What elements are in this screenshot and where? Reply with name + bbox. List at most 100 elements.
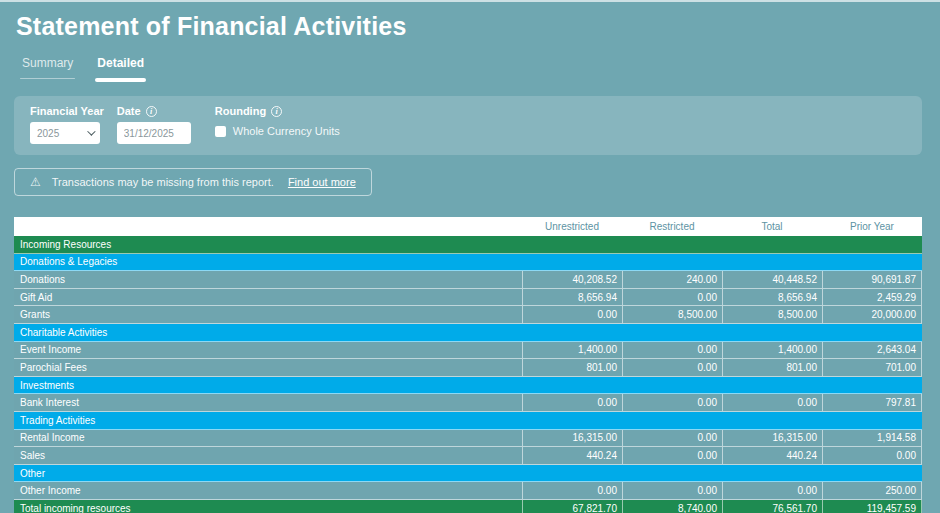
table-row: Charitable Activities [14, 324, 922, 342]
table-row: Other Income0.000.000.00250.00 [14, 482, 922, 500]
cell-value: 801.00 [722, 359, 822, 376]
column-header: Prior Year [822, 217, 922, 236]
tab-detailed-label: Detailed [95, 56, 146, 70]
report-tabs: Summary Detailed [20, 56, 940, 82]
table-row: Sales440.240.00440.240.00 [14, 447, 922, 465]
row-label: Trading Activities [14, 412, 922, 429]
cell-value: 797.81 [822, 394, 922, 411]
cell-value: 119,457.59 [822, 500, 922, 513]
row-label: Parochial Fees [14, 359, 522, 376]
info-icon[interactable]: i [146, 106, 157, 117]
cell-value: 1,400.00 [722, 342, 822, 359]
tab-summary-underline [20, 78, 75, 79]
row-label: Total incoming resources [14, 500, 522, 513]
financial-activities-table: UnrestrictedRestrictedTotalPrior Year In… [14, 217, 922, 513]
table-row: Rental Income16,315.000.0016,315.001,914… [14, 430, 922, 448]
warning-triangle-icon: ⚠︎ [30, 176, 41, 188]
find-out-more-link[interactable]: Find out more [288, 176, 356, 188]
rounding-group: Rounding i Whole Currency Units [215, 105, 340, 137]
table-row: Parochial Fees801.000.00801.00701.00 [14, 359, 922, 377]
table-row: Trading Activities [14, 412, 922, 430]
cell-value: 20,000.00 [822, 306, 922, 323]
table-row: Grants0.008,500.008,500.0020,000.00 [14, 306, 922, 324]
warning-text: Transactions may be missing from this re… [52, 176, 274, 188]
missing-transactions-warning: ⚠︎ Transactions may be missing from this… [14, 168, 372, 196]
column-header [14, 217, 522, 236]
table-row: Gift Aid8,656.940.008,656.942,459.29 [14, 289, 922, 307]
table-header-row: UnrestrictedRestrictedTotalPrior Year [14, 217, 922, 236]
cell-value: 440.24 [522, 447, 622, 464]
row-label: Sales [14, 447, 522, 464]
row-label: Other Income [14, 482, 522, 499]
table-row: Donations40,208.52240.0040,448.5290,691.… [14, 271, 922, 289]
row-label: Donations & Legacies [14, 254, 922, 271]
cell-value: 0.00 [622, 289, 722, 306]
cell-value: 250.00 [822, 482, 922, 499]
cell-value: 0.00 [822, 447, 922, 464]
cell-value: 8,656.94 [522, 289, 622, 306]
whole-currency-units-checkbox[interactable] [215, 126, 226, 137]
tab-detailed[interactable]: Detailed [95, 56, 146, 82]
page-title: Statement of Financial Activities [16, 12, 940, 41]
cell-value: 0.00 [622, 447, 722, 464]
cell-value: 2,459.29 [822, 289, 922, 306]
cell-value: 0.00 [622, 394, 722, 411]
cell-value: 0.00 [622, 342, 722, 359]
rounding-label: Rounding [215, 105, 266, 117]
table-body: Incoming ResourcesDonations & LegaciesDo… [14, 236, 922, 513]
row-label: Grants [14, 306, 522, 323]
cell-value: 8,500.00 [722, 306, 822, 323]
table-row: Investments [14, 377, 922, 395]
cell-value: 90,691.87 [822, 271, 922, 288]
cell-value: 16,315.00 [522, 430, 622, 447]
table-row: Donations & Legacies [14, 254, 922, 272]
cell-value: 0.00 [722, 482, 822, 499]
table-row: Incoming Resources [14, 236, 922, 254]
filter-panel: Financial Year 2025 Date i Rounding i Wh… [14, 96, 922, 155]
cell-value: 0.00 [622, 359, 722, 376]
table-row: Event Income1,400.000.001,400.002,643.04 [14, 342, 922, 360]
row-label: Event Income [14, 342, 522, 359]
financial-year-select[interactable]: 2025 [30, 122, 100, 144]
row-label: Donations [14, 271, 522, 288]
cell-value: 240.00 [622, 271, 722, 288]
chevron-down-icon [87, 127, 95, 135]
tab-summary-label: Summary [20, 56, 75, 70]
cell-value: 701.00 [822, 359, 922, 376]
table-row: Other [14, 465, 922, 483]
cell-value: 8,740.00 [622, 500, 722, 513]
row-label: Gift Aid [14, 289, 522, 306]
cell-value: 0.00 [522, 482, 622, 499]
cell-value: 8,500.00 [622, 306, 722, 323]
row-label: Investments [14, 377, 922, 394]
cell-value: 8,656.94 [722, 289, 822, 306]
cell-value: 801.00 [522, 359, 622, 376]
cell-value: 440.24 [722, 447, 822, 464]
cell-value: 40,448.52 [722, 271, 822, 288]
cell-value: 40,208.52 [522, 271, 622, 288]
date-group: Date i [117, 105, 191, 144]
column-header: Unrestricted [522, 217, 622, 236]
top-edge-divider [0, 0, 940, 2]
whole-currency-units-label: Whole Currency Units [233, 125, 340, 137]
cell-value: 76,561.70 [722, 500, 822, 513]
tab-detailed-underline [95, 78, 146, 82]
column-header: Total [722, 217, 822, 236]
cell-value: 1,914.58 [822, 430, 922, 447]
row-label: Incoming Resources [14, 236, 922, 253]
financial-year-value: 2025 [37, 128, 59, 139]
date-label: Date [117, 105, 141, 117]
cell-value: 16,315.00 [722, 430, 822, 447]
financial-year-group: Financial Year 2025 [30, 105, 104, 144]
row-label: Other [14, 465, 922, 482]
cell-value: 0.00 [622, 482, 722, 499]
row-label: Bank Interest [14, 394, 522, 411]
cell-value: 2,643.04 [822, 342, 922, 359]
table-row: Total incoming resources67,821.708,740.0… [14, 500, 922, 513]
table-row: Bank Interest0.000.000.00797.81 [14, 394, 922, 412]
date-input[interactable] [117, 122, 191, 144]
cell-value: 0.00 [522, 306, 622, 323]
row-label: Rental Income [14, 430, 522, 447]
tab-summary[interactable]: Summary [20, 56, 75, 82]
info-icon[interactable]: i [271, 106, 282, 117]
